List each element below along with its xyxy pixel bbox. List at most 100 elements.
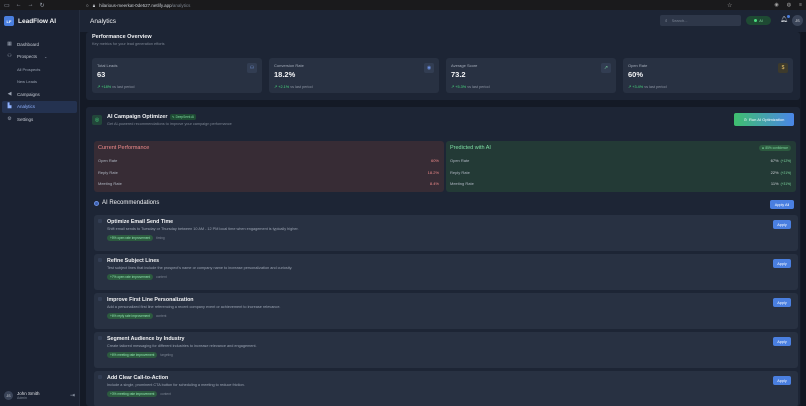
top-header: Analytics ⌕ AI 🔔︎ JS (80, 10, 806, 32)
sidebar-subitem-new-leads[interactable]: New Leads (17, 79, 38, 85)
gear-icon: ⚙ (7, 115, 12, 122)
chevron-down-icon: ⌄ (44, 54, 48, 60)
confidence-label: 85% confidence (765, 146, 788, 150)
apply-button[interactable]: Apply (773, 337, 791, 346)
sidebar-item-settings[interactable]: ⚙ Settings (2, 113, 77, 126)
back-icon[interactable]: ← (15, 1, 22, 8)
apply-button[interactable]: Apply (773, 220, 791, 229)
apply-all-button[interactable]: Apply All (770, 200, 794, 209)
recommendation-description: Create tailored messaging for different … (107, 344, 257, 348)
category-tag: timing (156, 236, 165, 240)
apply-button[interactable]: Apply (773, 376, 791, 385)
sparkle-icon (94, 200, 99, 206)
avatar: JS (4, 391, 13, 400)
bookmark-star-icon[interactable]: ☆ (727, 2, 733, 9)
sidebar-subitem-all-prospects[interactable]: All Prospects (17, 66, 41, 72)
header-avatar[interactable]: JS (792, 15, 803, 26)
category-tag: content (156, 275, 167, 279)
stat-change-value: +2.1% (278, 85, 290, 89)
recommendation-checkbox[interactable] (98, 258, 102, 262)
sidebar-item-prospects[interactable]: ⚇ Prospects ⌄ (2, 51, 77, 64)
metric-row: Meeting Rate 8.4% (98, 181, 439, 186)
sidebar-item-dashboard[interactable]: ▦ Dashboard (2, 38, 77, 51)
panel-title: Predicted with AI (450, 145, 491, 151)
recommendation-title: Add Clear Call-to-Action (107, 375, 169, 381)
metric-delta: (+12%) (780, 159, 791, 163)
ai-status-badge[interactable]: AI (746, 16, 771, 25)
megaphone-icon: ◀ (7, 90, 12, 97)
profile-icon[interactable]: ◉ (774, 2, 779, 8)
stat-value: 63 (97, 70, 106, 79)
performance-overview: Performance Overview Key metrics for you… (86, 32, 800, 100)
optimizer-title: AI Campaign Optimizer (107, 114, 168, 120)
brand-logo: LF (4, 16, 14, 26)
recommendation-title: Refine Subject Lines (107, 258, 160, 264)
metric-row: Reply Rate 22% (+21%) (450, 170, 791, 175)
metric-delta: (+31%) (780, 182, 791, 186)
badge-label: DeepSeek AI (175, 115, 195, 119)
metric-value: 8.4% (429, 181, 439, 186)
metric-value: 22% (770, 170, 779, 175)
recommendation-checkbox[interactable] (98, 336, 102, 340)
stat-value: 60% (628, 70, 644, 79)
logout-icon[interactable]: ⇥ (69, 393, 75, 399)
run-ai-optimization-button[interactable]: ⊙ Run AI Optimization (734, 113, 794, 126)
user-profile[interactable]: JS John Smith Admin ⇥ (4, 391, 75, 400)
stat-label: Average Score (451, 63, 478, 68)
brand-name: LeadFlow AI (18, 17, 57, 25)
impact-badge: +6% meeting rate improvement (107, 352, 158, 358)
recommendation-checkbox[interactable] (98, 297, 102, 301)
search-box[interactable]: ⌕ (660, 15, 741, 26)
search-input[interactable] (671, 18, 732, 23)
dollar-icon: $ (778, 63, 788, 73)
notifications-button[interactable]: 🔔︎ (780, 15, 790, 23)
main-scrollbar[interactable] (801, 32, 806, 406)
recommendation-description: Test subject lines that include the pros… (107, 266, 293, 270)
stat-change: ↗ +18% vs last period (97, 85, 135, 89)
sidebar-item-label: Dashboard (17, 41, 40, 47)
extensions-icon[interactable]: ◍ (786, 2, 792, 8)
recommendation-checkbox[interactable] (98, 219, 102, 223)
impact-badge: +7% open rate improvement (107, 274, 154, 280)
recommendation-title: Improve First Line Personalization (107, 297, 194, 303)
metric-value: 67% (770, 158, 779, 163)
stat-label: Open Rate (628, 63, 648, 68)
sidebar-item-campaigns[interactable]: ◀ Campaigns (2, 88, 77, 101)
sidebar-item-label: Analytics (17, 104, 36, 110)
stat-change: ↗ +2.1% vs last period (274, 85, 313, 89)
apply-button[interactable]: Apply (773, 298, 791, 307)
address-bar[interactable]: ○ 🔒︎ hilarious-meerkat-0de527.netlify.ap… (86, 3, 190, 8)
recommendation-item: Optimize Email Send Time Shift email sen… (94, 215, 798, 251)
users-icon: ⚇ (247, 63, 257, 73)
metric-label: Open Rate (450, 158, 470, 163)
section-subtitle: Key metrics for your lead generation eff… (92, 42, 165, 46)
menu-icon[interactable]: ≡ (799, 2, 802, 8)
search-icon: ⌕ (665, 18, 668, 23)
stat-card-open-rate: Open Rate 60% ↗ +3.4% vs last period $ (623, 58, 793, 93)
reload-icon[interactable]: ↻ (39, 2, 45, 9)
metric-row: Open Rate 60% (98, 158, 439, 163)
recommendation-title: Segment Audience by Industry (107, 336, 185, 342)
sidebar-item-label: Prospects (17, 54, 38, 60)
notification-dot (786, 15, 790, 18)
sidebar-item-analytics[interactable]: ▙ Analytics (2, 100, 77, 113)
target-icon: ◎ (92, 115, 102, 125)
trend-up-icon: ↗ (601, 63, 611, 73)
brand[interactable]: LF LeadFlow AI (0, 10, 79, 32)
metric-row: Reply Rate 18.2% (98, 170, 439, 175)
stat-value: 18.2% (274, 70, 296, 79)
apply-button[interactable]: Apply (773, 259, 791, 268)
sidebar-item-label: Campaigns (17, 91, 40, 97)
category-tag: targeting (160, 353, 173, 357)
stat-change-suffix: vs last period (112, 85, 135, 89)
sidebar-toggle-icon[interactable]: ▭ (4, 2, 10, 9)
confidence-badge: ⊕ 85% confidence (758, 145, 791, 151)
metric-delta: (+21%) (780, 171, 791, 175)
page-title: Analytics (90, 17, 117, 25)
recommendation-checkbox[interactable] (98, 375, 102, 379)
deepseek-badge: ✎ DeepSeek AI (170, 114, 197, 120)
grid-icon: ▦ (7, 40, 12, 47)
stat-card-conversion-rate: Conversion Rate 18.2% ↗ +2.1% vs last pe… (269, 58, 439, 93)
forward-icon[interactable]: → (27, 1, 34, 8)
sidebar: LF LeadFlow AI ▦ Dashboard ⚇ Prospects ⌄… (0, 10, 80, 406)
